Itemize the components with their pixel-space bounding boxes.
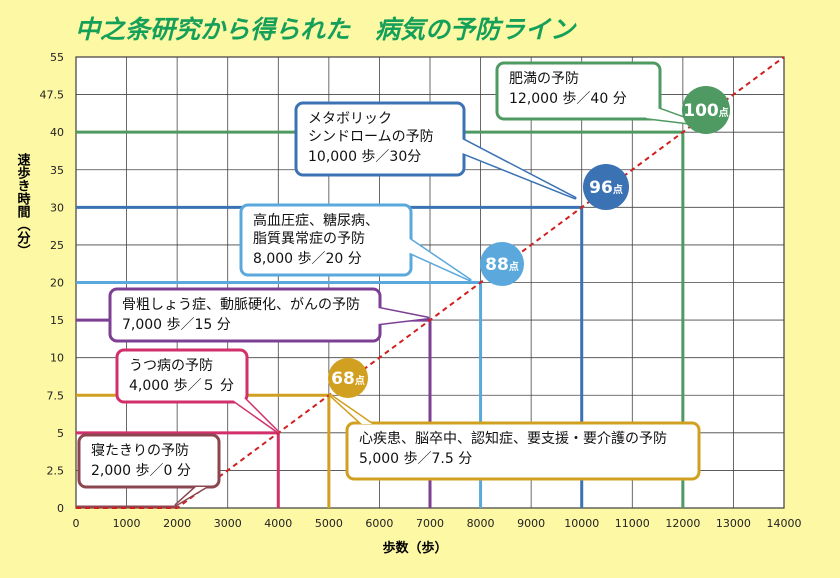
x-tick-label: 13000 — [716, 517, 751, 530]
callout-pointer-fill-bone — [378, 308, 428, 324]
callout-pointer-fill-heart — [330, 395, 372, 424]
x-tick-label: 7000 — [416, 517, 444, 530]
callout-box-bedridden — [77, 433, 221, 489]
y-tick-label: 10 — [50, 352, 64, 365]
score-badge-blood — [480, 242, 524, 286]
x-tick-label: 14000 — [767, 517, 802, 530]
callout-value-bedridden: 2,000 歩／0 分 — [91, 463, 191, 479]
x-tick-label: 11000 — [615, 517, 650, 530]
y-axis-label: 速歩き時間（分） — [15, 152, 32, 257]
score-badge-metabolic — [583, 164, 629, 210]
y-tick-label: 2.5 — [47, 464, 65, 477]
callout-value-heart: 5,000 歩／7.5 分 — [359, 451, 472, 467]
callout-label-metabolic: メタボリック — [308, 111, 392, 127]
axes: 0 1000 2000 3000 4000 5000 6000 7000 8000 9000 100… — [40, 51, 802, 530]
callout-label-blood: 高血圧症、糖尿病、 — [253, 212, 379, 229]
x-tick-label: 9000 — [517, 517, 545, 530]
x-tick-label: 4000 — [264, 517, 292, 530]
y-tick-label: 40 — [50, 126, 64, 139]
callout-value-blood: 8,000 歩／20 分 — [253, 251, 362, 267]
y-tick-label: 20 — [50, 277, 64, 290]
callout-box-blood — [239, 203, 413, 277]
callout-value-metabolic: 10,000 歩／30分 — [308, 149, 421, 165]
x-tick-label: 1000 — [113, 517, 141, 530]
score-badge-heart — [328, 358, 368, 398]
y-tick-label: 55 — [50, 51, 64, 64]
callout-label-bedridden: 寝たきりの予防 — [91, 442, 189, 459]
callout-pointer-fill-depression — [230, 398, 278, 432]
callout-box-depression — [115, 348, 249, 404]
x-tick-label: 10000 — [564, 517, 599, 530]
callout-box-heart — [345, 421, 701, 481]
score-text-obesity: 100点 — [683, 101, 729, 121]
x-tick-label: 8000 — [467, 517, 495, 530]
callout-box-metabolic — [294, 101, 466, 177]
y-tick-label: 15 — [50, 314, 64, 327]
x-tick-label: 3000 — [214, 517, 242, 530]
y-tick-label: 5 — [57, 427, 64, 440]
callout-label-obesity: 肥満の予防 — [509, 71, 579, 87]
callout-value-depression: 4,000 歩／５ 分 — [129, 378, 234, 394]
callout-pointer-fill-blood — [408, 238, 470, 280]
y-tick-label: 30 — [50, 201, 64, 214]
x-tick-label: 2000 — [163, 517, 191, 530]
x-tick-label: 5000 — [315, 517, 343, 530]
callouts: 寝たきりの予防 2,000 歩／0 分 うつ病の予防 4,000 歩／５ 分心疾患、脳… — [77, 61, 706, 507]
callout-label-depression: うつ病の予防 — [129, 358, 213, 374]
callout-value-bone: 7,000 歩／15 分 — [122, 317, 231, 333]
chart-title: 中之条研究から得られた 病気の予防ライン — [75, 15, 577, 44]
y-tick-label: 7.5 — [47, 389, 65, 402]
x-axis-label: 歩数（歩） — [382, 540, 447, 556]
y-tick-label: 47.5 — [40, 89, 65, 102]
callout-pointer-fill-metabolic — [460, 138, 575, 198]
diagonal-line — [76, 56, 785, 509]
y-tick-label: 0 — [57, 502, 64, 515]
x-tick-label: 0 — [73, 517, 80, 530]
callout-label-blood: 脂質異常症の予防 — [253, 231, 365, 247]
x-tick-label: 12000 — [665, 517, 700, 530]
y-tick-label: 35 — [50, 164, 64, 177]
score-badge-obesity — [682, 86, 730, 134]
callout-label-metabolic: シンドロームの予防 — [308, 129, 434, 145]
callout-label-bone: 骨粗しょう症、動脈硬化、がんの予防 — [122, 297, 360, 313]
callout-box-obesity — [495, 61, 662, 121]
callout-pointer-fill-bedridden — [176, 487, 206, 505]
y-tick-label: 25 — [50, 239, 64, 252]
callout-value-obesity: 12,000 歩／40 分 — [509, 91, 627, 107]
diagonal-line-group — [76, 56, 785, 509]
x-tick-label: 6000 — [365, 517, 393, 530]
callout-label-heart: 心疾患、脳卒中、認知症、要支援・要介護の予防 — [359, 430, 667, 447]
